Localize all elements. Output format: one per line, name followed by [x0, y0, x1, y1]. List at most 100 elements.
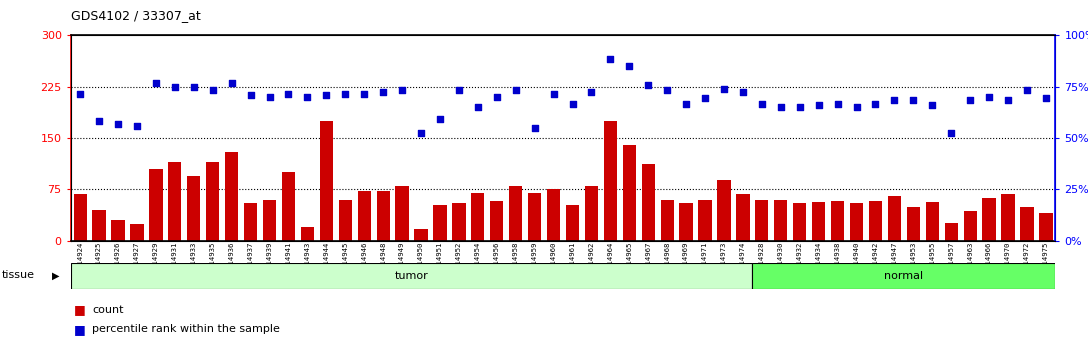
- Bar: [1001, 194, 1015, 241]
- Point: [261, 94, 279, 100]
- Bar: [74, 194, 87, 241]
- Point: [185, 84, 202, 90]
- Point: [791, 104, 808, 110]
- Point: [696, 96, 714, 101]
- Bar: [547, 189, 560, 241]
- Text: normal: normal: [885, 271, 924, 281]
- Point: [166, 84, 184, 90]
- Bar: [92, 210, 106, 241]
- Point: [545, 91, 562, 96]
- Point: [90, 118, 108, 124]
- Text: ■: ■: [74, 303, 86, 316]
- Point: [1018, 87, 1036, 93]
- Point: [356, 91, 373, 96]
- Point: [374, 89, 392, 95]
- Bar: [490, 201, 504, 241]
- Bar: [1021, 206, 1034, 241]
- Bar: [300, 227, 314, 241]
- Point: [128, 123, 146, 129]
- Point: [72, 91, 89, 96]
- Bar: [187, 176, 200, 241]
- Point: [431, 116, 448, 122]
- Point: [772, 104, 790, 110]
- Point: [489, 94, 506, 100]
- Bar: [149, 169, 162, 241]
- Point: [980, 94, 998, 100]
- Bar: [660, 200, 673, 241]
- Bar: [528, 193, 541, 241]
- Bar: [642, 164, 655, 241]
- Point: [753, 101, 770, 107]
- Bar: [831, 201, 844, 241]
- Point: [299, 94, 317, 100]
- Point: [205, 87, 222, 93]
- Bar: [755, 200, 768, 241]
- Bar: [71, 263, 753, 289]
- Point: [924, 102, 941, 108]
- Bar: [869, 201, 882, 241]
- Bar: [453, 203, 466, 241]
- Point: [829, 101, 846, 107]
- Point: [942, 130, 960, 136]
- Bar: [698, 200, 712, 241]
- Text: GDS4102 / 33307_at: GDS4102 / 33307_at: [71, 9, 200, 22]
- Point: [640, 82, 657, 87]
- Point: [564, 101, 581, 107]
- Point: [867, 101, 885, 107]
- Point: [848, 104, 865, 110]
- Bar: [604, 121, 617, 241]
- Bar: [793, 203, 806, 241]
- Bar: [926, 202, 939, 241]
- Bar: [338, 200, 351, 241]
- Point: [602, 57, 619, 62]
- Bar: [944, 223, 957, 241]
- Bar: [169, 162, 182, 241]
- Bar: [717, 181, 731, 241]
- Text: count: count: [92, 305, 124, 315]
- Bar: [850, 203, 863, 241]
- Point: [450, 87, 468, 93]
- Bar: [282, 172, 295, 241]
- Bar: [888, 196, 901, 241]
- Point: [583, 89, 601, 95]
- Point: [394, 87, 411, 93]
- Bar: [433, 205, 446, 241]
- Point: [620, 63, 638, 69]
- Bar: [395, 186, 409, 241]
- Point: [110, 121, 127, 127]
- Point: [904, 98, 922, 103]
- Point: [1037, 96, 1054, 101]
- Bar: [244, 203, 257, 241]
- Bar: [225, 152, 238, 241]
- Bar: [737, 194, 750, 241]
- Bar: [509, 186, 522, 241]
- Text: tissue: tissue: [2, 270, 35, 280]
- Bar: [415, 229, 428, 241]
- Bar: [964, 211, 977, 241]
- Bar: [906, 206, 920, 241]
- Bar: [982, 198, 996, 241]
- Point: [412, 130, 430, 136]
- Bar: [471, 193, 484, 241]
- Text: ▶: ▶: [52, 270, 60, 280]
- Bar: [622, 145, 636, 241]
- Bar: [376, 192, 390, 241]
- Text: tumor: tumor: [395, 271, 429, 281]
- Point: [715, 86, 732, 92]
- Point: [318, 92, 335, 98]
- Bar: [320, 121, 333, 241]
- Bar: [263, 200, 276, 241]
- Bar: [206, 162, 220, 241]
- Bar: [1039, 213, 1052, 241]
- Point: [336, 91, 354, 96]
- Point: [886, 98, 903, 103]
- Point: [280, 91, 297, 96]
- Point: [809, 102, 827, 108]
- Point: [678, 101, 695, 107]
- Text: ■: ■: [74, 323, 86, 336]
- Point: [507, 87, 524, 93]
- Point: [999, 98, 1016, 103]
- Bar: [566, 205, 579, 241]
- Bar: [111, 220, 125, 241]
- Bar: [680, 203, 693, 241]
